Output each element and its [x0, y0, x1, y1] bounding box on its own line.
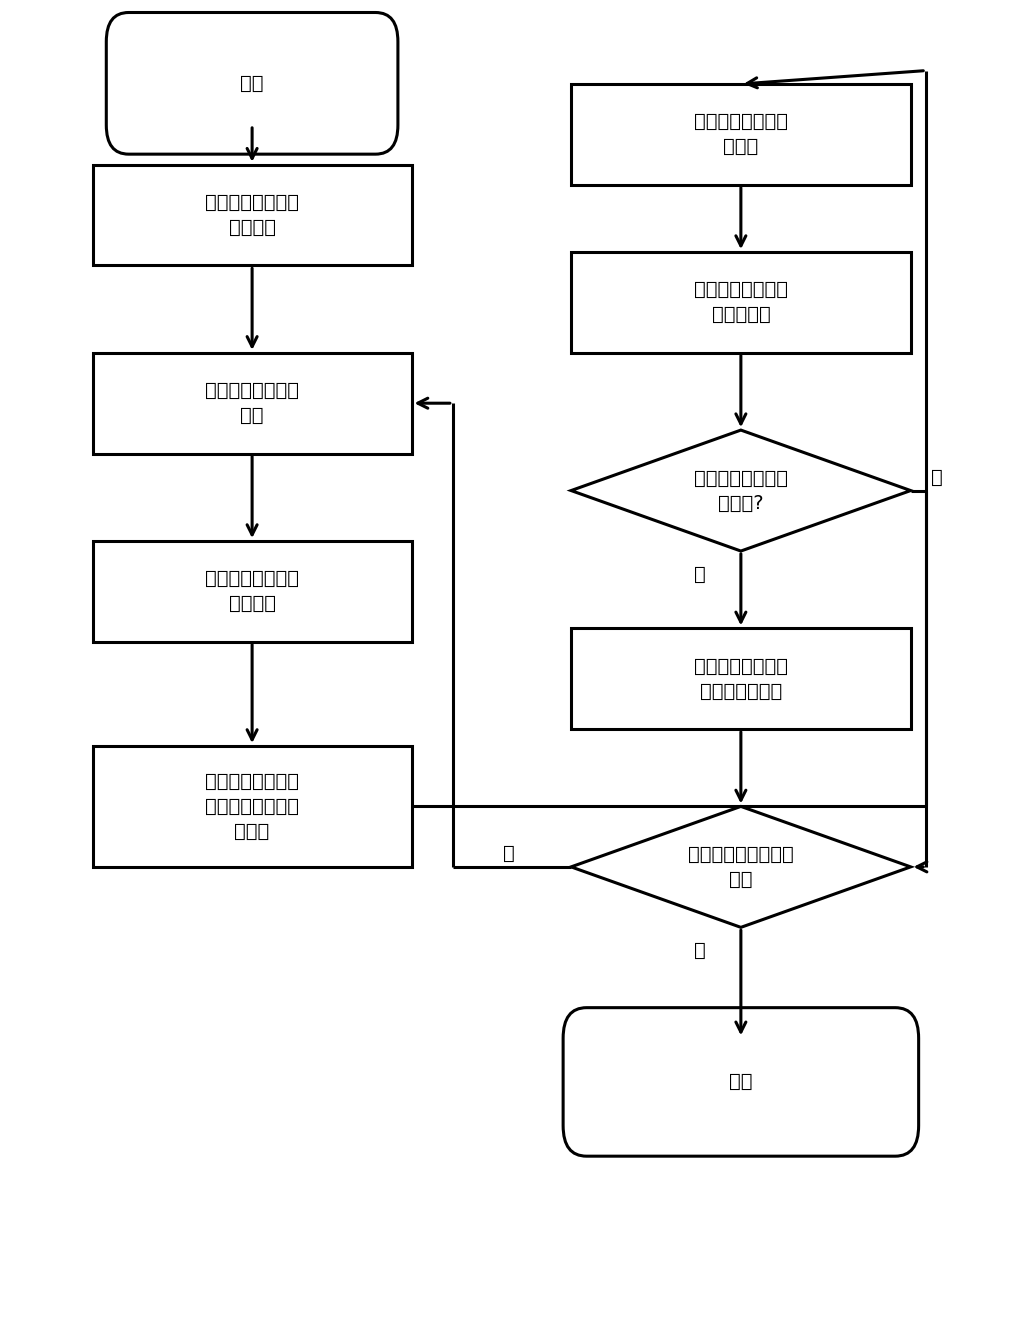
- Bar: [571, 83, 911, 185]
- FancyBboxPatch shape: [106, 12, 398, 155]
- Text: 找出气味浓度最小
的果蝇个体: 找出气味浓度最小 的果蝇个体: [694, 281, 788, 324]
- Text: 是: 是: [694, 564, 706, 583]
- Text: 初始化果蝇优化算
法的参数: 初始化果蝇优化算 法的参数: [205, 194, 299, 237]
- Text: 否: 否: [503, 844, 516, 863]
- Text: 计算果蝇个体的气
味浓度: 计算果蝇个体的气 味浓度: [694, 113, 788, 156]
- FancyBboxPatch shape: [563, 1008, 919, 1156]
- Bar: [93, 540, 412, 641]
- Text: 是: 是: [694, 941, 706, 960]
- Bar: [93, 353, 412, 454]
- Text: 计算果蝇的移动方
向和距离: 计算果蝇的移动方 向和距离: [205, 570, 299, 613]
- Polygon shape: [571, 430, 911, 551]
- Bar: [571, 629, 911, 728]
- Text: 是否达到最大迭代次
数？: 是否达到最大迭代次 数？: [688, 845, 793, 888]
- Bar: [93, 746, 412, 867]
- Text: 修改下一步移动的
步长: 修改下一步移动的 步长: [205, 382, 299, 425]
- Polygon shape: [571, 806, 911, 927]
- Text: 开始: 开始: [241, 74, 263, 93]
- Text: 否: 否: [931, 468, 943, 487]
- Text: 结束: 结束: [730, 1073, 752, 1091]
- Bar: [93, 165, 412, 266]
- Text: 计算果蝇个体与远
点的距离值和食物
浓度值: 计算果蝇个体与远 点的距离值和食物 浓度值: [205, 771, 299, 841]
- Text: 是否比前一次的结
果更小?: 是否比前一次的结 果更小?: [694, 469, 788, 512]
- Bar: [571, 253, 911, 352]
- Text: 记录果蝇个体气味
浓度历史最优值: 记录果蝇个体气味 浓度历史最优值: [694, 657, 788, 700]
